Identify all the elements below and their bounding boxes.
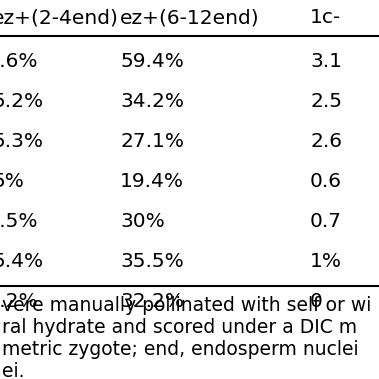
Text: 59.4%: 59.4% (120, 52, 184, 71)
Text: 0: 0 (310, 292, 323, 311)
Text: 1c-: 1c- (310, 8, 341, 27)
Text: ei.: ei. (2, 362, 25, 379)
Text: 2.6: 2.6 (310, 132, 342, 151)
Text: metric zygote; end, endosperm nuclei: metric zygote; end, endosperm nuclei (2, 340, 359, 359)
Text: 5.3%: 5.3% (0, 132, 43, 151)
Text: ez+(2-4end): ez+(2-4end) (0, 8, 119, 27)
Text: ral hydrate and scored under a DIC m: ral hydrate and scored under a DIC m (2, 318, 357, 337)
Text: 27.1%: 27.1% (120, 132, 184, 151)
Text: 5.2%: 5.2% (0, 92, 43, 111)
Text: 0.7: 0.7 (310, 212, 342, 231)
Text: -.2%: -.2% (0, 292, 38, 311)
Text: 5.4%: 5.4% (0, 252, 43, 271)
Text: -.5%: -.5% (0, 212, 38, 231)
Text: 34.2%: 34.2% (120, 92, 184, 111)
Text: 2.5: 2.5 (310, 92, 342, 111)
Text: ez+(6-12end): ez+(6-12end) (120, 8, 260, 27)
Text: 0.6: 0.6 (310, 172, 342, 191)
Text: -.6%: -.6% (0, 52, 38, 71)
Text: 32.2%: 32.2% (120, 292, 184, 311)
Text: 1%: 1% (310, 252, 342, 271)
Text: vere manually pollinated with self or wi: vere manually pollinated with self or wi (2, 296, 371, 315)
Text: 3.1: 3.1 (310, 52, 342, 71)
Text: 30%: 30% (120, 212, 165, 231)
Text: 35.5%: 35.5% (120, 252, 184, 271)
Text: 5%: 5% (0, 172, 24, 191)
Text: 19.4%: 19.4% (120, 172, 184, 191)
